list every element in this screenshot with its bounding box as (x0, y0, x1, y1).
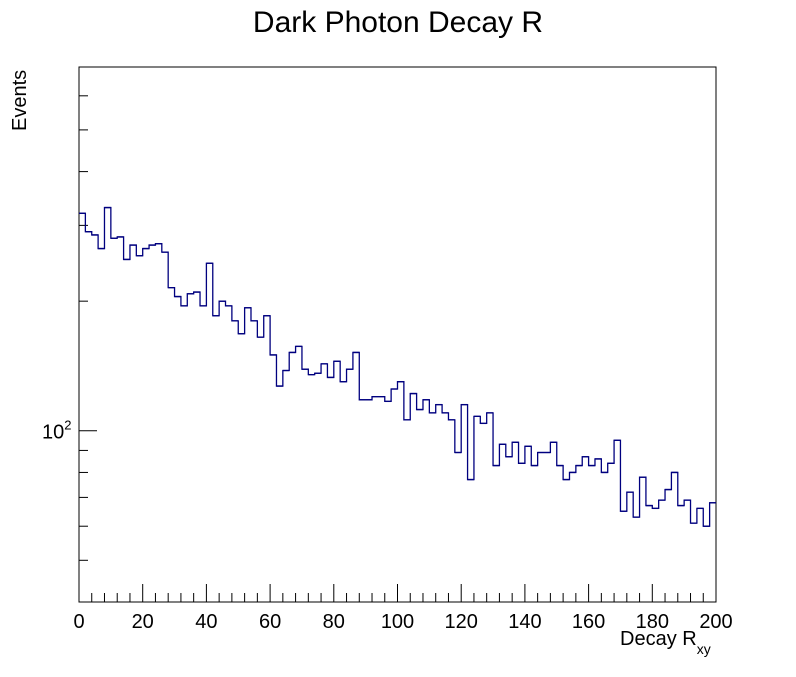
x-axis: 0 20 40 60 80 100 120 140 160 180 200 (73, 584, 733, 633)
x-tick-label: 0 (73, 611, 84, 633)
x-tick-label: 160 (572, 611, 605, 633)
chart-title: Dark Photon Decay R (253, 6, 543, 39)
x-tick-label: 100 (381, 611, 414, 633)
y-axis: 102 (42, 95, 97, 603)
y-tick-label-base: 10 (42, 422, 64, 444)
x-axis-label-subscript: xy (697, 641, 711, 657)
x-tick-label: 20 (132, 611, 154, 633)
plot-frame (78, 66, 717, 603)
x-axis-label-main: Decay R (620, 628, 697, 650)
y-axis-label: Events (9, 70, 31, 131)
x-tick-label: 80 (323, 611, 345, 633)
x-tick-label: 60 (259, 611, 281, 633)
histogram-series (79, 206, 716, 527)
x-tick-label: 120 (445, 611, 478, 633)
x-tick-label: 40 (195, 611, 217, 633)
histogram-outline (79, 206, 716, 527)
y-tick-label-exponent: 2 (64, 418, 71, 433)
y-tick-label: 102 (42, 418, 71, 444)
x-axis-label: Decay Rxy (620, 628, 711, 657)
x-tick-label: 180 (636, 611, 669, 633)
x-tick-label: 140 (508, 611, 541, 633)
x-tick-label: 200 (699, 611, 732, 633)
